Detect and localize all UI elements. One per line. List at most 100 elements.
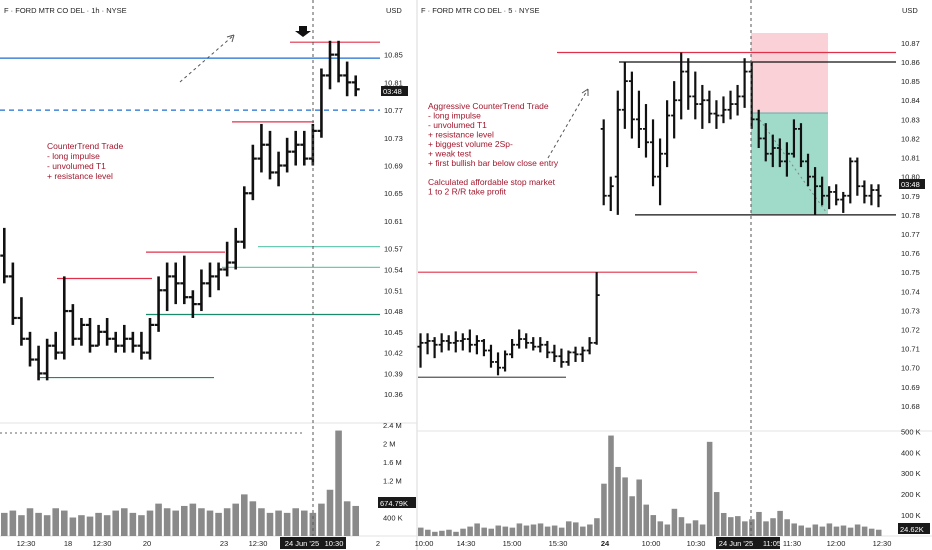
left-volume-bar <box>241 494 248 536</box>
right-price-bar <box>762 123 769 162</box>
left-price-bar <box>343 61 352 97</box>
right-price-bar <box>650 119 657 187</box>
hourly-chart-panel[interactable]: F · FORD MTR CO DEL · 1h · NYSE USD 10.8… <box>0 0 416 549</box>
right-volume-bar <box>819 526 826 536</box>
right-volume-bar <box>763 521 769 536</box>
left-y-tick-label: 10.73 <box>384 134 403 143</box>
right-price-bar <box>664 100 671 168</box>
left-price-bar <box>214 262 223 291</box>
right-price-bar <box>635 90 642 148</box>
right-volume-bar <box>418 527 424 536</box>
left-volume-bar <box>215 512 222 536</box>
right-price-bar <box>502 350 509 372</box>
right-annotation-line: Calculated affordable stop market <box>428 177 556 187</box>
right-price-bar <box>516 329 523 349</box>
right-price-bar <box>586 337 593 355</box>
left-price-bar <box>291 130 300 166</box>
left-price-bar <box>351 75 360 97</box>
left-price-bars <box>0 40 360 381</box>
right-y-tick-label: 10.68 <box>901 402 920 411</box>
left-date-tag-bg <box>280 537 346 549</box>
right-y-tick-label: 10.78 <box>901 211 920 220</box>
left-price-levels <box>0 41 380 379</box>
right-price-bar <box>473 335 480 355</box>
right-y-tick-label: 10.74 <box>901 287 920 296</box>
left-price-bar <box>86 317 94 353</box>
right-currency-label: USD <box>902 6 918 15</box>
right-price-bar <box>424 333 431 355</box>
right-price-bar <box>466 329 473 353</box>
right-price-bar <box>854 157 861 196</box>
left-price-bar <box>248 144 257 201</box>
right-volume-bar <box>425 529 431 536</box>
left-price-bar <box>43 338 52 381</box>
right-price-bar <box>551 344 558 362</box>
right-volume-bar <box>685 523 692 536</box>
right-price-bar <box>621 62 628 129</box>
right-price-bar <box>734 84 741 116</box>
right-price-bar <box>783 142 790 177</box>
right-volume-bar <box>474 523 480 536</box>
left-y-axis-ticks: 10.85 10.81 10.77 10.73 10.69 10.65 10.61 10.57… <box>384 51 403 400</box>
right-price-bar <box>509 339 516 359</box>
left-price-bar <box>68 304 77 346</box>
right-x-axis-ticks: 10:00 14:30 15:00 15:30 24 10:00 10:30 24 Jun '… <box>415 537 891 549</box>
left-volume-bar <box>78 515 85 536</box>
left-y-tick-label: 10.51 <box>384 286 403 295</box>
right-price-bar <box>840 191 847 213</box>
left-y-tick-label: 10.57 <box>384 245 403 254</box>
right-volume-bar <box>692 520 699 536</box>
left-volume-bar <box>275 510 282 536</box>
right-volume-bar <box>446 529 452 536</box>
five-minute-chart-panel[interactable]: F · FORD MTR CO DEL · 5 · NYSE USD 10.87… <box>415 0 930 549</box>
left-price-bar <box>60 276 69 360</box>
right-volume-bar <box>530 524 537 536</box>
right-y-tick-label: 10.72 <box>901 325 920 334</box>
right-price-bar <box>558 348 565 368</box>
right-volume-tick-label: 400 K <box>901 448 921 457</box>
right-volume-bar <box>812 524 819 536</box>
left-volume-bar <box>258 508 265 536</box>
left-volume-tag-bg <box>378 497 416 508</box>
left-price-bar <box>283 137 292 173</box>
right-price-bar <box>699 84 706 129</box>
right-volume-bar <box>622 477 628 536</box>
right-volume-bar <box>432 531 438 536</box>
right-price-bar <box>861 180 868 204</box>
left-price-bar <box>180 255 189 305</box>
right-volume-bar <box>601 483 607 536</box>
left-volume-bar <box>146 510 154 536</box>
left-volume-bar <box>326 489 334 536</box>
right-price-bar <box>480 339 487 357</box>
right-price-bar <box>579 346 586 362</box>
left-volume-bar <box>249 501 257 536</box>
right-x-tick-label: 12:00 <box>827 539 846 548</box>
left-volume-bar <box>266 512 274 536</box>
left-price-bar <box>8 262 17 325</box>
left-x-axis-ticks: 12:30 18 12:30 20 23 12:30 24 Jun '25 10:30 2 <box>17 537 380 549</box>
right-price-bar <box>607 176 614 212</box>
left-volume-bar <box>95 512 102 536</box>
right-volume-bars <box>418 435 882 536</box>
right-price-bar <box>642 104 649 158</box>
right-y-tick-label: 10.86 <box>901 58 920 67</box>
right-price-bar <box>600 119 607 206</box>
right-volume-bar <box>875 529 882 536</box>
right-price-bar <box>819 176 826 206</box>
left-price-bar <box>146 317 154 360</box>
right-x-tick-label: 14:30 <box>457 539 476 548</box>
right-volume-bar <box>565 521 572 536</box>
right-volume-bar <box>854 524 861 536</box>
left-price-bar <box>188 290 197 318</box>
right-volume-bar <box>650 515 657 536</box>
left-volume-bar <box>86 516 94 536</box>
left-volume-bar <box>103 515 111 536</box>
left-volume-bar <box>223 508 231 536</box>
left-annotation-line: + resistance level <box>47 171 113 181</box>
right-volume-tag-bg <box>898 523 930 534</box>
left-price-bar <box>317 68 326 138</box>
left-volume-bar <box>1 512 8 536</box>
left-volume-bar <box>206 510 214 536</box>
left-volume-bar <box>138 515 145 536</box>
